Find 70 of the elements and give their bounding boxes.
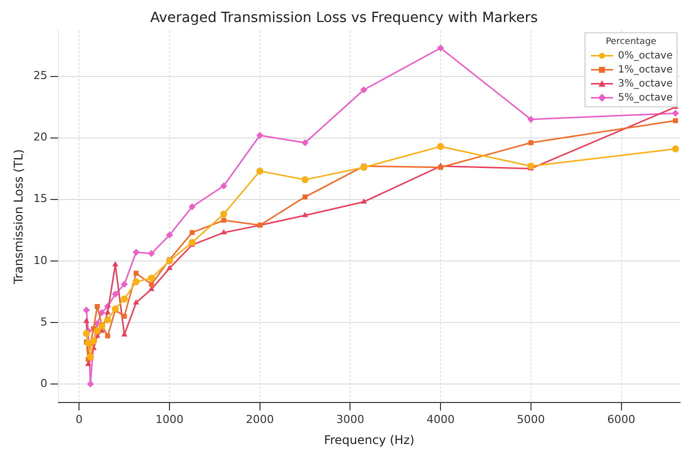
point: [166, 264, 173, 270]
point: [105, 333, 110, 338]
point: [302, 176, 309, 184]
point: [166, 232, 174, 239]
x-tick-label: 0: [76, 412, 83, 426]
point: [104, 316, 112, 324]
point: [133, 299, 140, 304]
x-tick-label: 2000: [246, 412, 274, 426]
legend-label: 1%_octave: [618, 64, 673, 76]
legend-label: 5%_octave: [618, 92, 673, 104]
point: [112, 290, 119, 298]
point: [83, 318, 90, 323]
legend-label: 3%_octave: [618, 78, 673, 90]
point: [220, 182, 228, 190]
point: [148, 282, 154, 287]
point: [437, 142, 444, 150]
y-axis-title: Transmission Loss (TL): [11, 149, 26, 286]
point: [190, 230, 195, 236]
y-tick-label: 15: [33, 192, 48, 206]
point: [148, 250, 155, 258]
x-tick-label: 4000: [426, 412, 455, 426]
point: [94, 304, 100, 309]
legend-title: Percentage: [606, 37, 657, 48]
point: [98, 322, 106, 330]
point: [82, 306, 90, 314]
point: [302, 194, 308, 200]
point: [221, 218, 226, 223]
point: [94, 328, 101, 335]
point: [112, 305, 119, 312]
point: [98, 309, 106, 316]
point: [188, 203, 196, 210]
legend-label: 0%_octave: [618, 50, 673, 62]
point: [672, 145, 679, 152]
point: [148, 274, 155, 282]
point: [220, 229, 227, 234]
point: [104, 309, 111, 314]
point: [220, 210, 228, 218]
y-tick-label: 5: [40, 315, 48, 328]
x-tick-label: 5000: [516, 412, 545, 426]
point: [302, 139, 309, 146]
point: [527, 116, 534, 123]
y-tick-label: 0: [40, 376, 48, 390]
point: [360, 86, 368, 94]
y-tick-label: 20: [33, 130, 48, 144]
point: [120, 296, 128, 303]
point: [256, 132, 264, 139]
point: [256, 168, 264, 175]
point: [528, 140, 534, 146]
x-tick-label: 6000: [607, 412, 636, 426]
point: [134, 270, 139, 276]
y-tick-label: 10: [33, 254, 48, 267]
point: [360, 198, 367, 204]
point: [112, 261, 118, 266]
point: [672, 110, 679, 117]
y-tick-label: 25: [33, 69, 48, 82]
point: [86, 380, 94, 388]
point: [132, 248, 140, 256]
x-tick-label: 3000: [336, 412, 364, 426]
point: [120, 280, 128, 288]
point: [673, 118, 678, 124]
point: [437, 44, 444, 52]
x-axis-title: Frequency (Hz): [324, 432, 414, 447]
point: [527, 162, 534, 170]
point: [132, 278, 140, 286]
point: [84, 340, 92, 347]
chart-title: Averaged Transmission Loss vs Frequency with Markers: [150, 10, 538, 26]
x-tick-label: 1000: [156, 412, 184, 426]
point: [302, 212, 308, 218]
point: [188, 238, 196, 246]
point: [122, 314, 127, 319]
